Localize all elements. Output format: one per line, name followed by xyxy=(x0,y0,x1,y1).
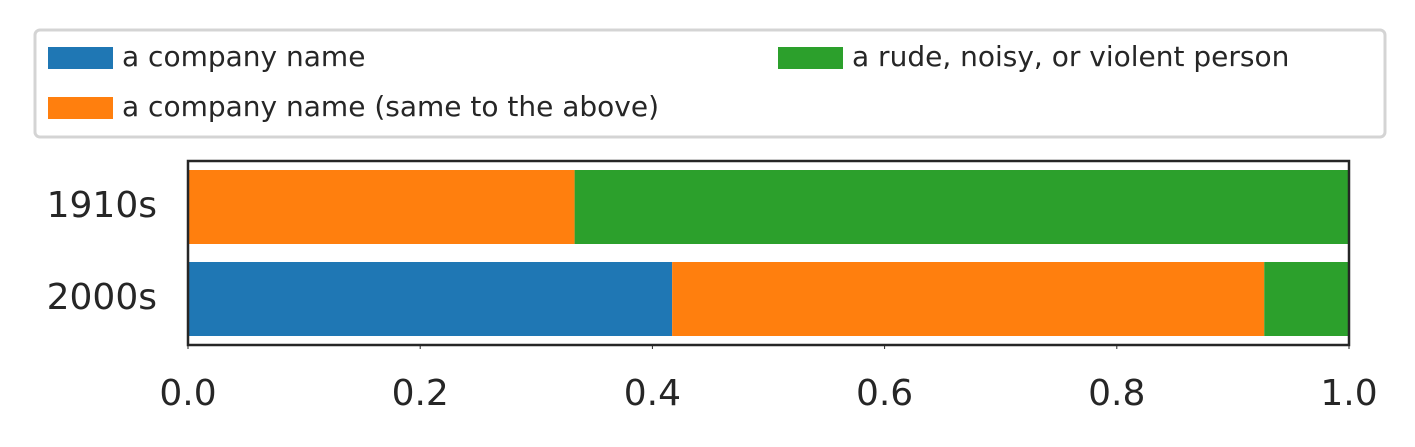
plot-frame xyxy=(186,159,1351,347)
bar-segment xyxy=(188,262,673,336)
y-tick-label: 2000s xyxy=(47,277,157,318)
legend-frame xyxy=(33,28,1387,139)
bar-segment xyxy=(188,170,575,244)
x-tick-label: 0.2 xyxy=(392,373,449,414)
x-tick-label: 1.0 xyxy=(1320,373,1377,414)
legend-label: a company name (same to the above) xyxy=(122,90,659,123)
y-tick-label: 1910s xyxy=(47,185,157,226)
legend-label: a company name xyxy=(122,40,365,73)
bar-segment xyxy=(574,170,1349,244)
x-tick-label: 0.0 xyxy=(159,373,216,414)
bar-segment xyxy=(672,262,1265,336)
legend-swatch xyxy=(48,47,113,69)
legend-swatch xyxy=(48,97,113,119)
x-tick-label: 0.4 xyxy=(624,373,681,414)
x-tick-label: 0.6 xyxy=(856,373,913,414)
x-tick-label: 0.8 xyxy=(1088,373,1145,414)
legend-swatch xyxy=(778,47,843,69)
bar-segment xyxy=(1264,262,1349,336)
legend-label: a rude, noisy, or violent person xyxy=(852,40,1289,73)
